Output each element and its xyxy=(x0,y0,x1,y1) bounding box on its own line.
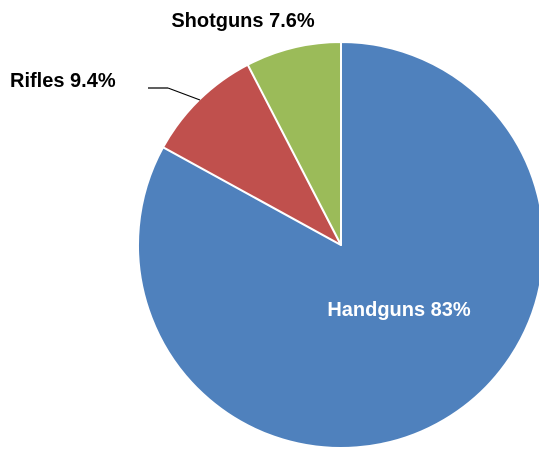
rifles-label: Rifles 9.4% xyxy=(10,70,116,92)
rifles-leader-line-tail xyxy=(167,87,201,101)
shotguns-slice xyxy=(246,41,342,246)
shotguns-label: Shotguns 7.6% xyxy=(171,10,315,32)
handguns-label: Handguns 83% xyxy=(327,299,471,321)
handguns-slice xyxy=(137,41,539,449)
pie-slices xyxy=(137,41,539,449)
